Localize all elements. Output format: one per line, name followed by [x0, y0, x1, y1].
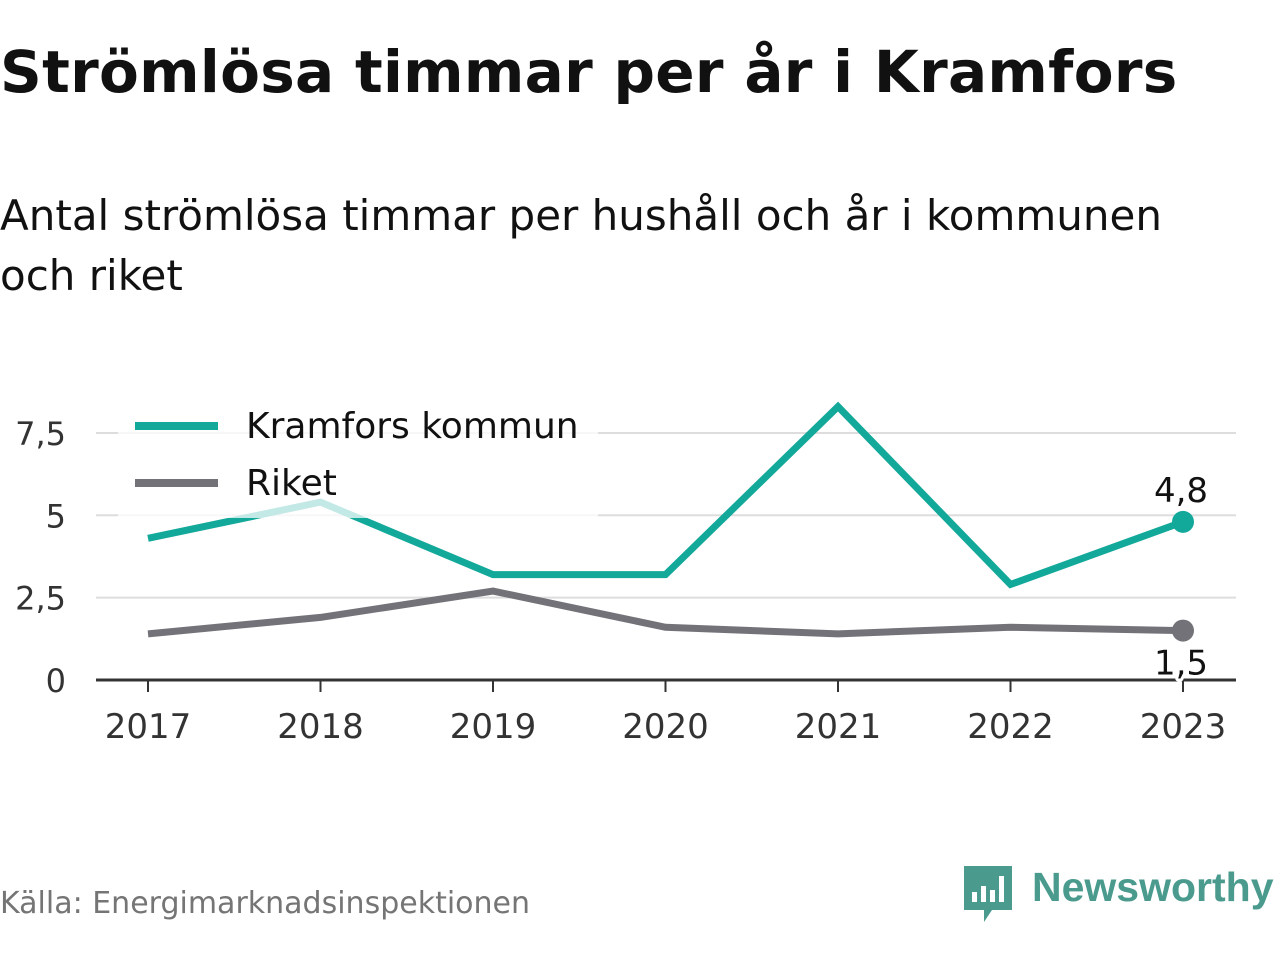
x-tick-label: 2018	[277, 707, 364, 747]
legend-label: Kramfors kommun	[246, 406, 579, 447]
legend: Kramfors kommun Riket	[118, 398, 598, 518]
chart-title: Strömlösa timmar per år i Kramfors	[0, 38, 1178, 106]
x-axis: 2017 2018 2019 2020 2021 2022 2023	[96, 678, 1236, 747]
end-labels: 4,8 1,5	[1151, 468, 1211, 687]
y-tick-label: 0	[46, 662, 66, 700]
line-chart: 0 2,5 5 7,5 2017 2018 2019 2020 2021 2022 2023 Kr…	[15, 398, 1236, 747]
newsworthy-logo-text: Newsworthy	[1032, 864, 1274, 910]
legend-label: Riket	[246, 463, 337, 504]
x-tick-label: 2022	[967, 707, 1054, 747]
y-axis: 0 2,5 5 7,5	[15, 415, 66, 700]
x-tick-label: 2019	[450, 707, 537, 747]
newsworthy-logo: Newsworthy	[962, 862, 1280, 928]
x-tick-label: 2023	[1140, 707, 1227, 747]
y-tick-label: 5	[46, 497, 66, 535]
x-tick-label: 2020	[622, 707, 709, 747]
source-note: Källa: Energimarknadsinspektionen	[0, 886, 531, 921]
newsworthy-logo-icon	[964, 866, 1012, 922]
end-label: 1,5	[1154, 644, 1208, 684]
legend-background	[118, 398, 598, 518]
series-line-riket	[147, 587, 1184, 638]
chart-subtitle: Antal strömlösa timmar per hushåll och å…	[0, 191, 1162, 300]
end-marker	[1172, 619, 1194, 642]
x-tick-label: 2021	[795, 707, 882, 747]
x-tick-label: 2017	[105, 707, 192, 747]
end-marker	[1172, 510, 1194, 533]
y-tick-label: 7,5	[15, 415, 66, 453]
end-label: 4,8	[1154, 471, 1208, 511]
y-tick-label: 2,5	[15, 580, 66, 618]
